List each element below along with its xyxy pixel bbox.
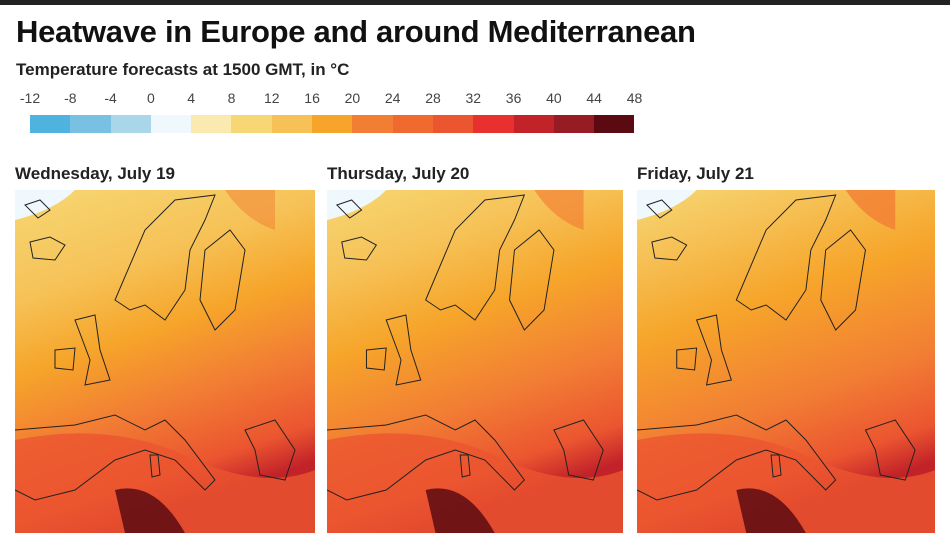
coastlines	[327, 194, 604, 501]
legend-tick: 36	[505, 90, 522, 106]
panel-title-friday: Friday, July 21	[637, 164, 754, 183]
legend-swatch	[271, 115, 313, 133]
map-wednesday	[15, 190, 315, 533]
color-legend	[30, 115, 635, 133]
legend-tick: -12	[19, 90, 41, 106]
legend-swatch	[553, 115, 595, 133]
panel-title-wednesday: Wednesday, July 19	[15, 164, 175, 183]
legend-swatch	[191, 115, 232, 133]
coastlines	[15, 194, 296, 501]
legend-swatch	[150, 115, 192, 133]
subtitle: Temperature forecasts at 1500 GMT, in °C	[16, 60, 350, 79]
legend-swatch	[110, 115, 151, 133]
panel-title-thursday: Thursday, July 20	[327, 164, 470, 183]
map-friday	[637, 190, 935, 533]
legend-tick: 48	[626, 90, 643, 106]
legend-tick: 12	[264, 90, 280, 106]
coastlines	[637, 194, 916, 501]
legend-tick: -8	[64, 90, 77, 106]
hotspot	[736, 488, 806, 533]
legend-swatch	[513, 115, 554, 133]
legend-swatch	[231, 115, 272, 133]
legend-tick: 16	[304, 90, 320, 106]
legend-tick: 32	[465, 90, 482, 106]
legend-swatch	[392, 115, 433, 133]
legend-swatch	[432, 115, 474, 133]
legend-swatch	[594, 115, 635, 133]
legend-swatch	[352, 115, 393, 133]
hotspot	[425, 488, 495, 533]
legend-tick: -4	[104, 90, 117, 106]
legend-tick: 24	[384, 90, 401, 106]
legend-tick: 44	[586, 90, 602, 106]
map-thursday	[327, 190, 623, 533]
legend-tick: 40	[546, 90, 562, 106]
top-bar	[0, 0, 950, 5]
legend-tick: 0	[146, 90, 155, 106]
legend-swatch	[70, 115, 111, 133]
legend-swatch	[473, 115, 514, 133]
hotspot	[115, 488, 185, 533]
page-title: Heatwave in Europe and around Mediterran…	[16, 14, 696, 49]
legend-tick: 4	[187, 90, 196, 106]
legend-tick: 8	[227, 90, 236, 106]
legend-swatch	[30, 115, 71, 133]
legend-tick: 20	[344, 90, 361, 106]
legend-tick: 28	[425, 90, 441, 106]
legend-swatch	[312, 115, 353, 133]
